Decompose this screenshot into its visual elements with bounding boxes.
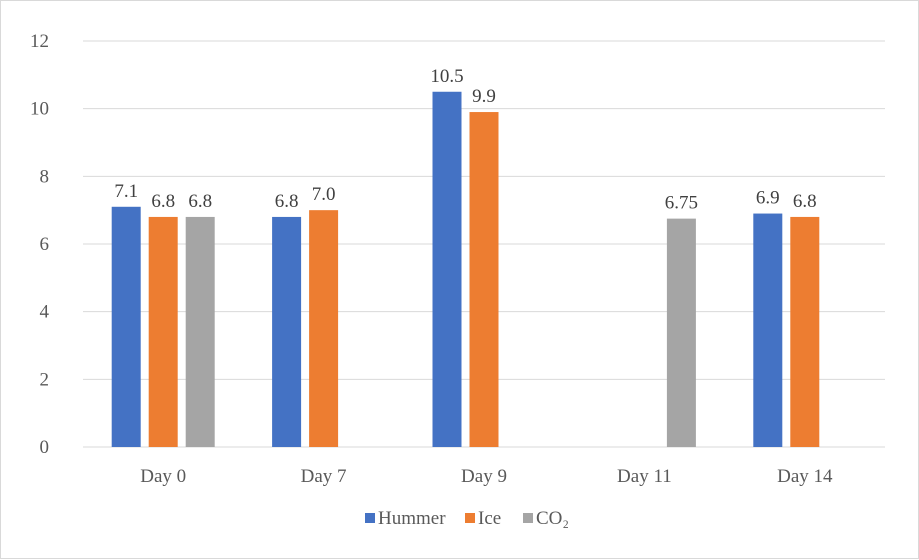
- bar-ice-day-0: [148, 216, 178, 447]
- data-label: 6.9: [756, 188, 780, 209]
- data-labels: 7.1 6.8 6.8 6.8 7.0 10.5 9.9 6.75 6.9 6.8: [114, 66, 816, 214]
- legend: Hummer Ice CO₂: [365, 508, 569, 529]
- legend-label: Ice: [478, 508, 501, 529]
- y-tick-label: 10: [30, 99, 49, 120]
- y-axis: 0 2 4 6 8 10 12: [30, 31, 50, 458]
- data-label: 6.8: [793, 191, 817, 212]
- data-label: 6.8: [188, 191, 212, 212]
- data-label: 6.8: [275, 191, 299, 212]
- legend-label: CO₂: [536, 508, 569, 529]
- data-label: 6.75: [665, 193, 698, 214]
- y-tick-label: 12: [30, 31, 49, 52]
- bar-co-day-0: [185, 216, 215, 447]
- y-tick-label: 0: [40, 437, 50, 458]
- x-tick-label: Day 9: [461, 466, 507, 487]
- x-tick-label: Day 11: [617, 466, 672, 487]
- y-tick-label: 8: [40, 166, 50, 187]
- bars: [111, 91, 820, 448]
- x-axis: Day 0 Day 7 Day 9 Day 11 Day 14: [140, 466, 833, 487]
- bar-hummer-day-14: [753, 213, 783, 447]
- data-label: 6.8: [151, 191, 175, 212]
- y-tick-label: 6: [40, 234, 50, 255]
- bar-hummer-day-9: [432, 91, 462, 447]
- bar-ice-day-9: [469, 112, 499, 448]
- bar-co-day-11: [666, 218, 696, 447]
- data-label: 9.9: [472, 86, 496, 107]
- bar-hummer-day-7: [272, 216, 302, 447]
- x-tick-label: Day 14: [777, 466, 833, 487]
- data-label: 7.0: [312, 184, 336, 205]
- y-tick-label: 4: [40, 302, 50, 323]
- x-tick-label: Day 7: [301, 466, 347, 487]
- bar-hummer-day-0: [111, 206, 141, 447]
- x-tick-label: Day 0: [140, 466, 186, 487]
- bar-ice-day-14: [790, 216, 820, 447]
- legend-label: Hummer: [378, 508, 446, 529]
- y-tick-label: 2: [40, 369, 50, 390]
- bar-ice-day-7: [309, 210, 339, 447]
- legend-swatch: [365, 513, 375, 523]
- data-label: 10.5: [430, 66, 463, 87]
- data-label: 7.1: [114, 181, 138, 202]
- legend-swatch: [523, 513, 533, 523]
- legend-swatch: [465, 513, 475, 523]
